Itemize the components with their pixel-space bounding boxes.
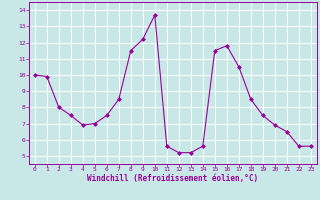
X-axis label: Windchill (Refroidissement éolien,°C): Windchill (Refroidissement éolien,°C) (87, 174, 258, 183)
